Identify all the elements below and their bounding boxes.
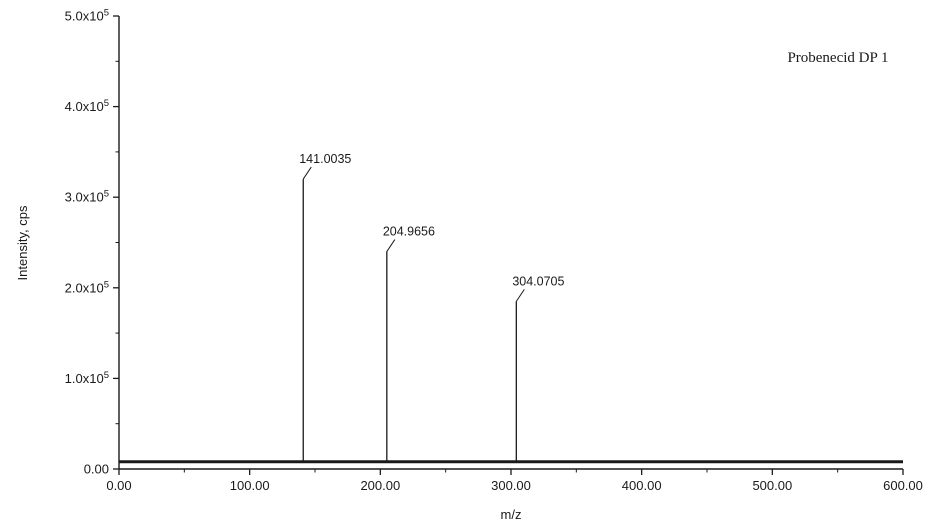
y-axis-title: Intensity, cps [15,205,30,280]
y-tick-label: 3.0x105 [65,189,109,205]
annotation-label: Probenecid DP 1 [787,50,888,66]
y-tick-label: 2.0x105 [65,279,109,295]
x-tick-label: 400.00 [622,478,662,493]
x-tick-label: 200.00 [360,478,400,493]
plot-area: 0.00 100.00 200.00 300.00 400.00 500.00 600.00… [65,8,923,494]
y-tick-label: 4.0x105 [65,98,109,114]
x-axis-title: m/z [501,507,522,522]
y-tick-label: 5.0x105 [65,8,109,24]
peak-leader-line [386,239,396,252]
x-tick-label: 500.00 [752,478,792,493]
x-tick-label: 0.00 [106,478,131,493]
x-tick-label: 100.00 [230,478,270,493]
x-tick-label: 300.00 [491,478,531,493]
peak-label: 204.9656 [383,225,435,239]
y-tick-label: 0.00 [84,462,109,477]
peak-leader-line [302,166,312,180]
peak-label: 141.0035 [299,152,351,166]
peak-leader-line [515,289,525,302]
peak-label: 304.0705 [512,274,564,288]
y-tick-label: 1.0x105 [65,370,109,386]
x-tick-label: 600.00 [883,478,923,493]
